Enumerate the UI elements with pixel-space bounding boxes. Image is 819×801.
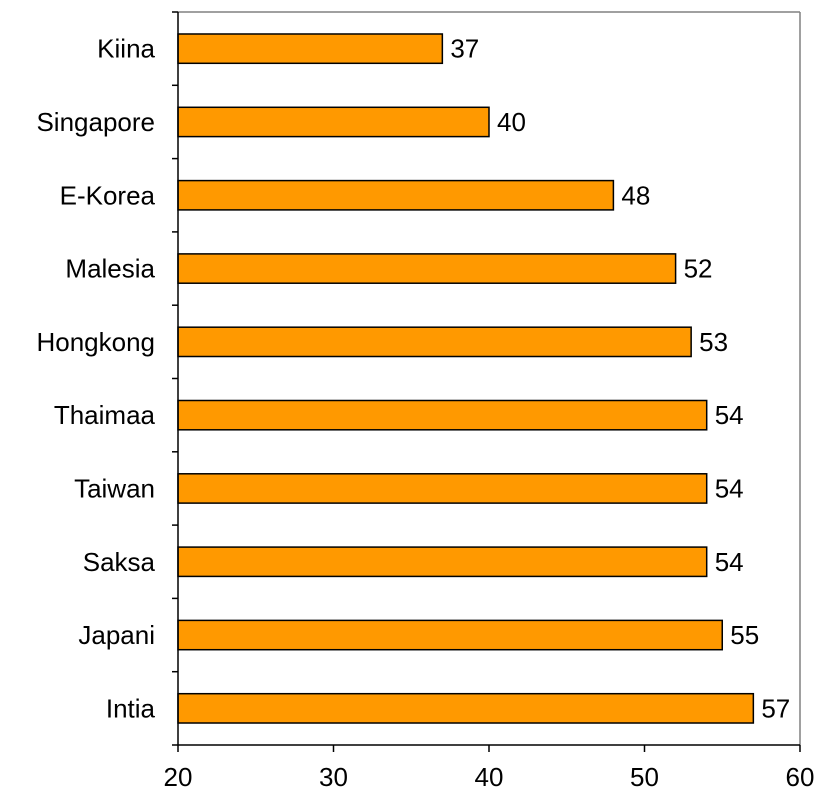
bar-japani (177, 619, 723, 651)
category-label: Kiina (97, 34, 155, 64)
category-label: Hongkong (36, 327, 155, 357)
category-label: E-Korea (60, 180, 156, 210)
data-label: 57 (761, 693, 790, 723)
x-tick-label: 20 (164, 762, 193, 792)
x-tick-label: 30 (319, 762, 348, 792)
data-label: 52 (684, 254, 713, 284)
bar-malesia (177, 253, 677, 284)
bar-e-korea (177, 179, 615, 211)
data-label: 54 (715, 473, 744, 503)
bar-kiina (177, 33, 444, 65)
category-label: Taiwan (74, 473, 155, 503)
data-label: 37 (450, 34, 479, 64)
axis-ticks (172, 11, 801, 752)
category-label: Saksa (83, 547, 156, 577)
data-label: 54 (715, 400, 744, 430)
category-label: Intia (106, 693, 156, 723)
bar-saksa (177, 546, 708, 578)
category-label: Singapore (36, 107, 155, 137)
data-label: 40 (497, 107, 526, 137)
x-tick-label: 60 (786, 762, 815, 792)
bar-taiwan (177, 473, 708, 504)
data-label: 53 (699, 327, 728, 357)
data-labels: 37 40 48 52 53 54 54 54 55 57 (450, 34, 790, 724)
bars (177, 33, 755, 724)
bar-thaimaa (177, 399, 708, 431)
category-labels: Kiina Singapore E-Korea Malesia Hongkong Thai… (36, 34, 155, 724)
bar-singapore (177, 106, 490, 138)
data-label: 54 (715, 547, 744, 577)
bar-intia (177, 692, 755, 724)
bar-hongkong (177, 326, 692, 358)
x-tick-labels: 20 30 40 50 60 (164, 762, 815, 792)
data-label: 48 (621, 180, 650, 210)
x-tick-label: 40 (475, 762, 504, 792)
category-label: Malesia (65, 254, 155, 284)
data-label: 55 (730, 620, 759, 650)
category-label: Thaimaa (54, 400, 156, 430)
x-tick-label: 50 (630, 762, 659, 792)
category-label: Japani (78, 620, 155, 650)
